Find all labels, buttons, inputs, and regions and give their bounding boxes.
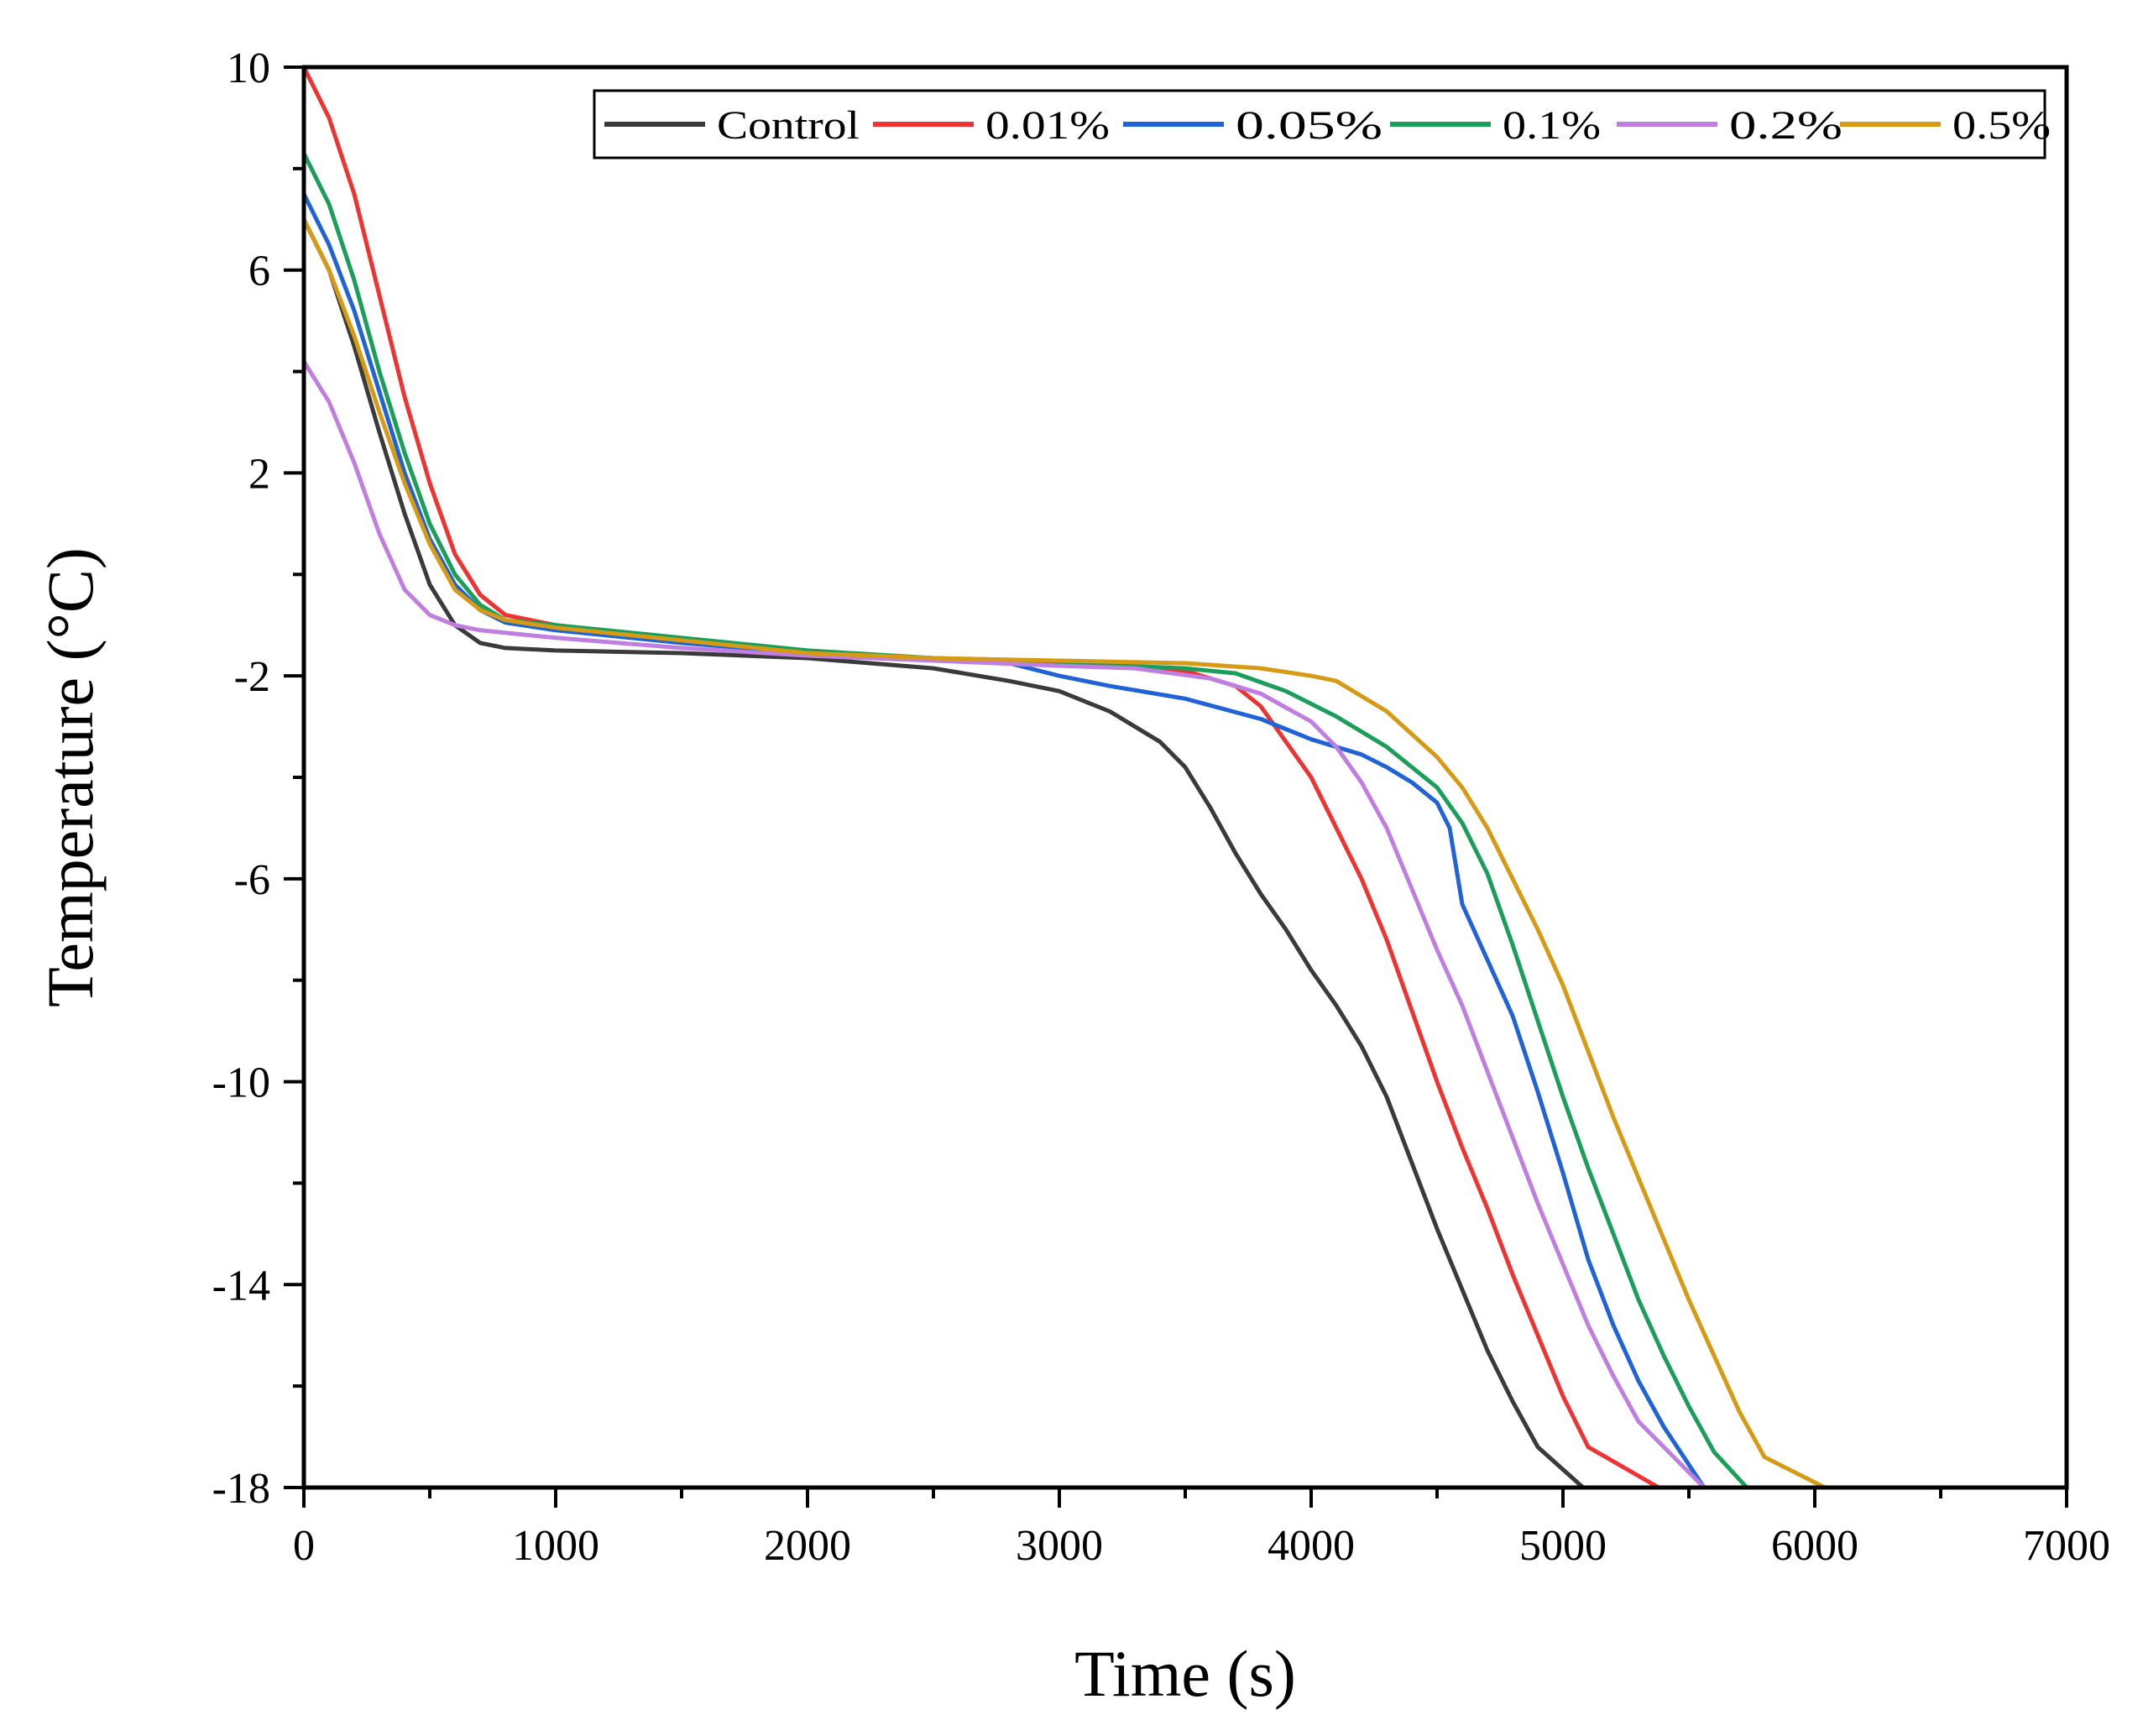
x-tick-label: 0 — [293, 1522, 315, 1570]
x-tick-label: 2000 — [764, 1522, 851, 1570]
series-layer — [304, 67, 1827, 1488]
y-tick-label: -2 — [234, 653, 270, 701]
series-line-control — [304, 217, 1586, 1488]
y-tick-label: -10 — [212, 1059, 270, 1107]
legend-label: Control — [717, 103, 860, 148]
y-tick-label: 10 — [227, 44, 270, 92]
series-line-0-05 — [304, 191, 1707, 1488]
legend: Control 0.01% 0.05% 0.1% 0.2% 0.5% — [593, 89, 2051, 159]
plot-frame — [301, 65, 2069, 1490]
legend-box — [593, 89, 2046, 159]
y-tick-label: -18 — [212, 1465, 270, 1513]
legend-label: 0.05% — [1236, 103, 1382, 148]
legend-label: 0.2% — [1729, 103, 1842, 148]
y-tick-label: -6 — [234, 856, 270, 904]
y-tick-label: 2 — [248, 450, 270, 498]
axes-layer: 0 1000 2000 3000 4000 5000 6000 7000 10 6 2 -2 -6 -10… — [212, 44, 2110, 1570]
x-tick-label: 4000 — [1268, 1522, 1355, 1570]
y-tick-label: 6 — [248, 248, 270, 295]
x-tick-label: 3000 — [1016, 1522, 1103, 1570]
series-line-0-5 — [304, 217, 1827, 1488]
x-axis-title: Time (s) — [1074, 1637, 1296, 1710]
x-tick-label: 1000 — [512, 1522, 599, 1570]
series-line-0-1 — [304, 151, 1749, 1488]
legend-label: 0.1% — [1503, 103, 1601, 148]
legend-label: 0.01% — [985, 103, 1110, 148]
legend-label: 0.5% — [1952, 103, 2051, 148]
series-line-0-2 — [304, 359, 1707, 1488]
y-tick-label: -14 — [212, 1262, 270, 1310]
x-tick-label: 7000 — [2023, 1522, 2110, 1570]
x-tick-label: 6000 — [1771, 1522, 1858, 1570]
y-axis-title: Temperature (°C) — [34, 547, 107, 1007]
x-tick-label: 5000 — [1519, 1522, 1607, 1570]
